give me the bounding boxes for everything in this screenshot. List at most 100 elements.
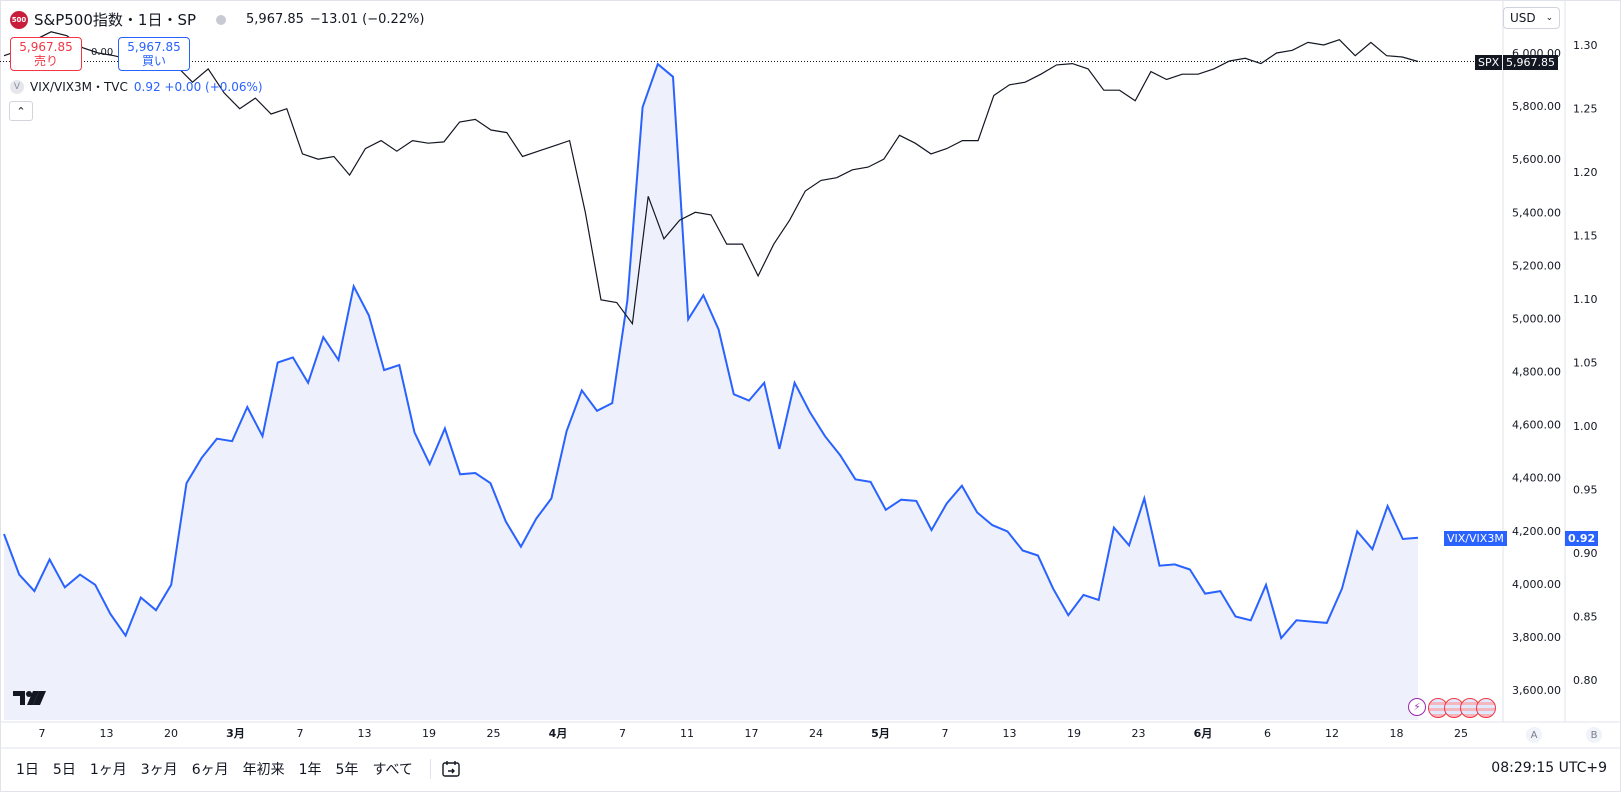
range-ytd[interactable]: 年初来 — [242, 762, 285, 778]
range-1m[interactable]: 1ヶ月 — [89, 762, 127, 778]
header-price: 5,967.85 — [246, 12, 304, 27]
right-axis-tick-label: 1.20 — [1573, 166, 1598, 179]
time-axis-tick-label: 13 — [1003, 727, 1017, 740]
time-axis-tick-label: 3月 — [226, 727, 245, 740]
time-axis-tick-label: 13 — [358, 727, 372, 740]
price-axis-left: 6,000.005,800.005,600.005,400.005,200.00… — [1512, 47, 1561, 697]
range-divider — [429, 759, 431, 779]
range-1y[interactable]: 1年 — [298, 762, 322, 778]
left-axis-tick-label: 5,400.00 — [1512, 206, 1561, 219]
time-axis-tick-label: 12 — [1325, 727, 1339, 740]
vix-name-tag: VIX/VIX3M — [1444, 530, 1507, 546]
range-bar: 1日 5日 1ヶ月 3ヶ月 6ヶ月 年初来 1年 5年 すべて — [9, 759, 461, 779]
time-axis-tick-label: 25 — [487, 727, 501, 740]
economic-events[interactable]: ⚡ — [1408, 698, 1496, 718]
spread-value: 0.00 — [91, 47, 114, 58]
left-axis-tick-label: 3,800.00 — [1512, 631, 1561, 644]
range-3m[interactable]: 3ヶ月 — [140, 762, 178, 778]
time-axis-tick-label: 11 — [680, 727, 694, 740]
overlay-symbol[interactable]: VIX/VIX3M・TVC — [30, 80, 128, 94]
buy-button[interactable]: 5,967.85 買い — [118, 37, 190, 71]
time-axis-tick-label: 18 — [1390, 727, 1404, 740]
spx-price-tag: 5,967.85 — [1503, 54, 1558, 70]
visibility-icon[interactable] — [216, 14, 227, 25]
lightning-icon[interactable]: ⚡ — [1408, 698, 1426, 716]
time-axis-tick-label: 20 — [164, 727, 178, 740]
time-axis-tick-label: 7 — [297, 727, 304, 740]
sp500-symbol-icon: 500 — [10, 10, 28, 29]
range-all[interactable]: すべて — [372, 762, 413, 778]
tradingview-logo[interactable] — [13, 690, 47, 710]
time-axis-tick-label: 4月 — [549, 727, 568, 740]
range-1d[interactable]: 1日 — [16, 762, 39, 778]
right-axis-tick-label: 1.10 — [1573, 293, 1598, 306]
range-6m[interactable]: 6ヶ月 — [191, 762, 229, 778]
right-axis-tick-label: 0.80 — [1573, 674, 1598, 687]
right-axis-tick-label: 1.00 — [1573, 420, 1598, 433]
us-flag-icon[interactable] — [1476, 698, 1496, 718]
left-axis-tick-label: 4,400.00 — [1512, 472, 1561, 485]
time-axis-tick-label: 5月 — [871, 727, 890, 740]
buy-label: 買い — [141, 54, 166, 68]
left-axis-tick-label: 4,200.00 — [1512, 525, 1561, 538]
right-axis-tick-label: 1.05 — [1573, 357, 1598, 370]
sell-button[interactable]: 5,967.85 売り — [10, 37, 82, 71]
right-axis-tick-label: 0.95 — [1573, 484, 1598, 497]
vix-line — [3, 62, 1419, 641]
spx-name-tag: SPX — [1475, 54, 1503, 70]
time-axis-tick-label: 17 — [745, 727, 759, 740]
log-scale-button[interactable]: B — [1586, 727, 1602, 743]
time-axis-tick-label: 24 — [809, 727, 823, 740]
left-axis-tick-label: 5,600.00 — [1512, 153, 1561, 166]
range-5d[interactable]: 5日 — [52, 762, 76, 778]
header-change: −13.01 (−0.22%) — [309, 12, 425, 27]
buy-price: 5,967.85 — [127, 40, 181, 54]
time-axis-tick-label: 13 — [100, 727, 114, 740]
right-axis-tick-label: 0.90 — [1573, 547, 1598, 560]
sell-label: 売り — [33, 54, 58, 68]
vix-area — [4, 64, 1418, 721]
chevron-down-icon: ⌄ — [1545, 13, 1554, 23]
vix-price-tag: 0.92 — [1565, 530, 1599, 546]
time-axis-tick-label: 7 — [39, 727, 46, 740]
left-axis-tick-label: 3,600.00 — [1512, 684, 1561, 697]
time-axis: 7 13 20 3月 7 13 19 25 4月 7 11 17 24 5月 7 13 19 23 6月 6 12 18 2… — [39, 727, 1469, 740]
left-axis-tick-label: 4,800.00 — [1512, 366, 1561, 379]
currency-select[interactable]: USD ⌄ — [1503, 7, 1561, 29]
time-axis-tick-label: 7 — [619, 727, 626, 740]
vix-series — [3, 62, 1419, 721]
time-axis-tick-label: 19 — [422, 727, 436, 740]
time-axis-tick-label: 6月 — [1194, 727, 1213, 740]
left-axis-tick-label: 4,000.00 — [1512, 578, 1561, 591]
auto-scale-button[interactable]: A — [1526, 727, 1542, 743]
symbol-title[interactable]: S&P500指数・1日・SP — [34, 11, 197, 29]
time-axis-tick-label: 7 — [942, 727, 949, 740]
main-legend: 500 S&P500指数・1日・SP 5,967.85 −13.01 (−0.2… — [10, 9, 424, 30]
overlay-legend: V VIX/VIX3M・TVC 0.92 +0.00 (+0.06%) — [10, 78, 263, 95]
chevron-up-icon: ⌃ — [16, 104, 26, 118]
time-axis-tick-label: 25 — [1454, 727, 1468, 740]
collapse-legend-button[interactable]: ⌃ — [9, 101, 33, 121]
left-axis-tick-label: 5,000.00 — [1512, 312, 1561, 325]
clock-timezone[interactable]: 08:29:15 UTC+9 — [1491, 760, 1607, 776]
tradingview-logo-icon — [13, 691, 46, 705]
left-axis-tick-label: 4,600.00 — [1512, 419, 1561, 432]
price-axis-right: 1.30 1.25 1.20 1.15 1.10 1.05 1.00 0.95 0.90 0.85… — [1573, 39, 1598, 687]
left-axis-tick-label: 5,800.00 — [1512, 100, 1561, 113]
time-axis-tick-label: 23 — [1132, 727, 1146, 740]
left-axis-tick-label: 5,200.00 — [1512, 259, 1561, 272]
overlay-value: 0.92 +0.00 (+0.06%) — [133, 79, 263, 94]
time-axis-tick-label: 6 — [1264, 727, 1271, 740]
right-axis-tick-label: 1.25 — [1573, 103, 1598, 116]
spx-series — [3, 31, 1419, 326]
spx-line — [3, 31, 1419, 326]
right-axis-tick-label: 1.30 — [1573, 39, 1598, 52]
right-axis-tick-label: 1.15 — [1573, 230, 1598, 243]
right-axis-tick-label: 0.85 — [1573, 611, 1598, 624]
vix-symbol-icon: V — [10, 79, 24, 94]
calendar-goto-icon[interactable] — [441, 759, 461, 779]
range-5y[interactable]: 5年 — [335, 762, 359, 778]
currency-label: USD — [1510, 11, 1536, 25]
sell-price: 5,967.85 — [19, 40, 73, 54]
